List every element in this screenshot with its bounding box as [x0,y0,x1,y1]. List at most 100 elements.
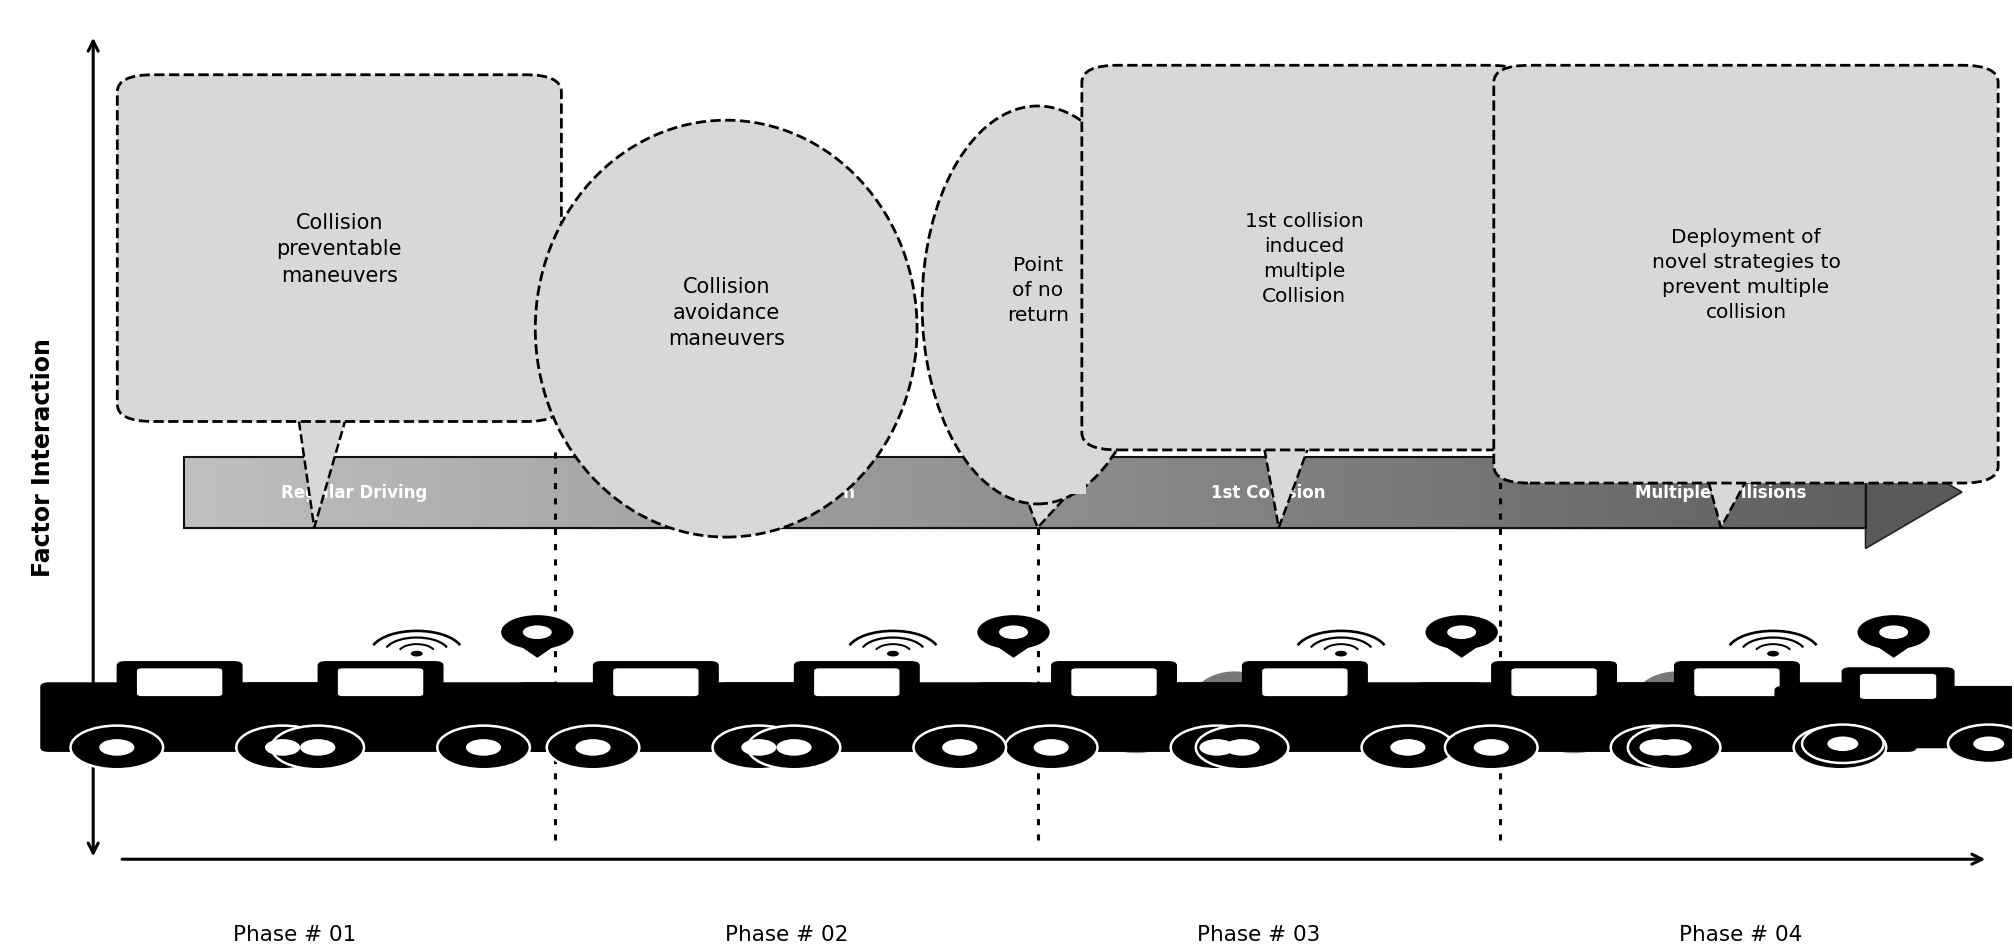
Bar [951,457,957,528]
Circle shape [1639,740,1674,756]
Circle shape [1801,724,1883,764]
FancyBboxPatch shape [1674,662,1799,703]
Circle shape [1361,725,1454,769]
Bar [290,457,296,528]
Bar [1051,457,1057,528]
Text: Phase # 01: Phase # 01 [232,924,356,944]
Bar [1237,457,1243,528]
Bar [268,457,274,528]
Polygon shape [1702,457,1758,528]
Bar [189,457,195,528]
Bar [1204,457,1208,528]
Bar [262,457,268,528]
Bar [290,390,369,407]
Bar [1517,457,1523,528]
Bar [1114,457,1120,528]
Bar [1208,457,1214,528]
Circle shape [999,625,1027,640]
Bar [733,457,739,528]
Bar [806,457,812,528]
Bar [1796,457,1803,528]
Bar [1460,457,1466,528]
Circle shape [1627,725,1720,769]
Bar [761,457,765,528]
Bar [407,457,413,528]
Bar [862,457,868,528]
Bar [1718,457,1724,528]
Bar [526,457,532,528]
FancyBboxPatch shape [794,662,918,703]
Bar [1770,457,1774,528]
Polygon shape [993,645,1033,658]
Circle shape [1609,725,1702,769]
Bar [604,457,610,528]
Bar [356,457,363,528]
Bar [1299,457,1305,528]
Circle shape [99,740,135,756]
FancyBboxPatch shape [1243,662,1368,703]
Bar [1513,457,1517,528]
Circle shape [501,616,574,649]
FancyBboxPatch shape [975,684,1293,751]
Bar [1692,457,1696,528]
Bar [1573,457,1579,528]
Ellipse shape [1525,672,1621,753]
Bar [1305,457,1309,528]
Bar [1629,457,1635,528]
Circle shape [1972,737,2004,751]
Bar [749,457,755,528]
Bar [413,457,419,528]
Bar [963,457,969,528]
Bar [1450,457,1456,528]
Bar [598,457,604,528]
Bar [1029,457,1035,528]
Bar [1372,457,1378,528]
Bar [636,457,642,528]
Bar [727,457,733,528]
Bar [1277,457,1281,528]
Bar [195,457,199,528]
Bar [211,457,218,528]
Bar [828,457,834,528]
Bar [1394,457,1400,528]
FancyBboxPatch shape [1490,662,1615,703]
Bar [912,457,918,528]
Bar [834,457,840,528]
Bar [1523,457,1529,528]
Circle shape [546,725,638,769]
Bar [463,457,469,528]
Bar [1724,457,1730,528]
Bar [1803,457,1809,528]
Bar [1152,457,1158,528]
Bar [1579,457,1585,528]
Ellipse shape [922,107,1152,505]
Ellipse shape [922,109,1152,494]
Polygon shape [707,514,769,528]
Bar [1825,457,1831,528]
Bar [1333,457,1337,528]
Bar [1098,457,1102,528]
Bar [397,457,403,528]
Bar [1315,457,1321,528]
Bar [1126,457,1130,528]
Circle shape [522,625,552,640]
Bar [224,457,228,528]
Bar [369,457,375,528]
Bar [1853,457,1859,528]
Text: Phase # 04: Phase # 04 [1678,924,1803,944]
Bar [1831,457,1837,528]
Bar [1635,457,1641,528]
Bar [1035,457,1041,528]
Bar [542,457,548,528]
Bar [771,457,777,528]
Text: Phase # 02: Phase # 02 [725,924,848,944]
Bar [985,457,991,528]
Bar [1438,457,1444,528]
Bar [655,457,661,528]
Bar [1488,457,1494,528]
Bar [1680,457,1686,528]
FancyBboxPatch shape [117,75,562,422]
Bar [199,457,205,528]
FancyBboxPatch shape [518,684,834,751]
Bar [340,457,346,528]
